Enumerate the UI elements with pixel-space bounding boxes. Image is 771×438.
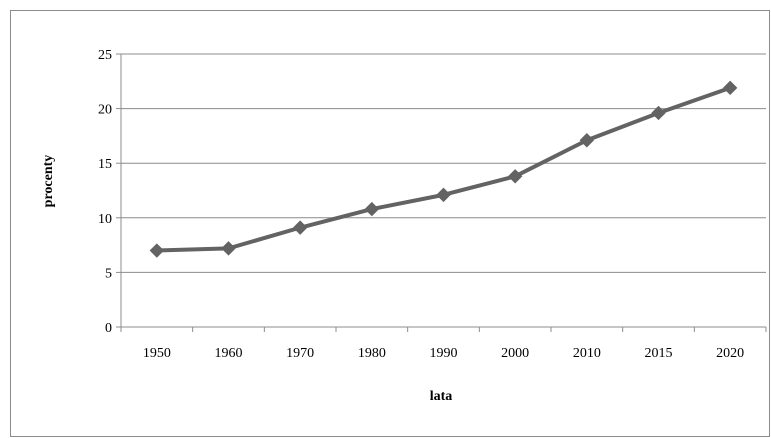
x-tick-label: 1990 xyxy=(430,346,458,361)
data-point-marker xyxy=(579,133,595,148)
y-tick-label: 25 xyxy=(98,48,112,63)
y-axis-title: procenty xyxy=(41,155,56,208)
x-tick-labels: 1950 1960 1970 1980 1990 2000 2010 2015 2020 xyxy=(143,346,744,361)
series-line xyxy=(154,85,733,253)
y-tick-label: 20 xyxy=(98,103,112,118)
x-tick-label: 2020 xyxy=(716,346,744,361)
data-point-marker xyxy=(436,187,451,203)
x-tick-label: 1970 xyxy=(286,346,314,361)
series-layer xyxy=(149,80,738,258)
data-point-marker xyxy=(722,80,738,96)
x-tick-label: 1950 xyxy=(143,346,171,361)
chart-frame xyxy=(10,10,770,437)
y-tick-labels: 0 5 10 15 20 25 xyxy=(98,48,112,336)
data-point-marker xyxy=(292,220,308,235)
x-axis-title: lata xyxy=(430,389,453,404)
x-tick-label: 1960 xyxy=(215,346,243,361)
y-tick-label: 5 xyxy=(105,266,112,281)
data-point-marker xyxy=(651,105,666,121)
data-point-marker xyxy=(221,241,236,256)
y-tick-label: 10 xyxy=(98,212,112,227)
y-tick-label: 0 xyxy=(105,321,112,336)
x-tick-label: 2000 xyxy=(501,346,529,361)
gridlines xyxy=(121,53,766,273)
data-point-marker xyxy=(364,201,380,217)
x-tick-label: 2015 xyxy=(645,346,673,361)
x-tick-label: 1980 xyxy=(358,346,386,361)
data-point-marker xyxy=(507,169,523,184)
axes xyxy=(116,53,767,332)
y-tick-label: 15 xyxy=(98,157,112,172)
data-point-marker xyxy=(149,243,165,258)
x-tick-label: 2010 xyxy=(573,346,601,361)
